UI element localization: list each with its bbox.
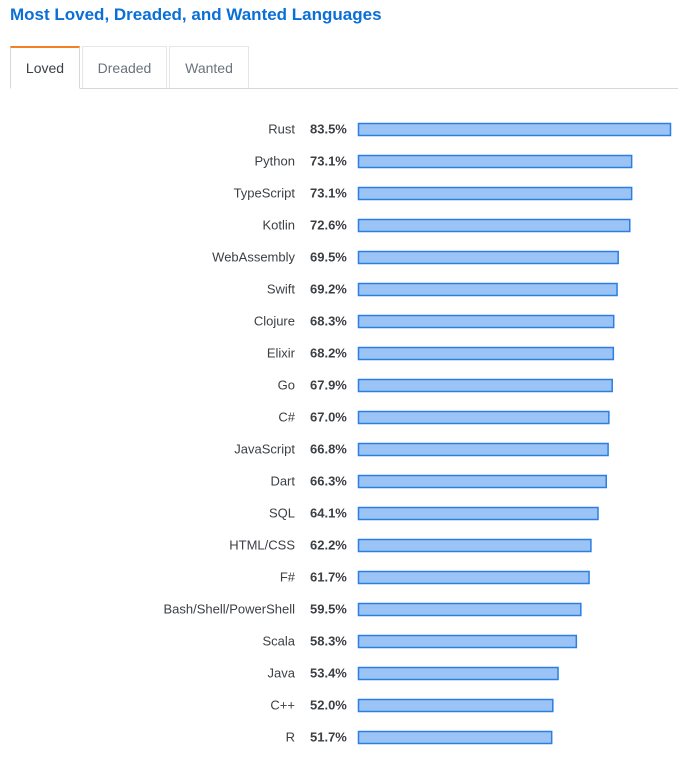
bar-value-label: 66.8% <box>310 442 347 457</box>
bar-label-bash-shell-powershell: Bash/Shell/PowerShell <box>163 602 295 617</box>
bar-value-label: 73.1% <box>310 154 347 169</box>
tab-wanted[interactable]: Wanted <box>169 46 249 88</box>
bar-label-kotlin: Kotlin <box>262 218 295 233</box>
bar-value-label: 67.0% <box>310 410 347 425</box>
bar-label-java: Java <box>268 666 296 681</box>
bar-label-c: C# <box>278 410 295 425</box>
bar <box>357 410 610 425</box>
tab-bar: Loved Dreaded Wanted <box>10 46 678 89</box>
bar-value-label: 73.1% <box>310 186 347 201</box>
bar-label-scala: Scala <box>262 634 295 649</box>
bar <box>357 666 559 681</box>
bar-value-label: 68.2% <box>310 346 347 361</box>
bar-label-webassembly: WebAssembly <box>212 250 295 265</box>
bar <box>357 634 578 649</box>
bar-label-dart: Dart <box>270 474 295 489</box>
bar-label-html-css: HTML/CSS <box>229 538 295 553</box>
bar <box>357 154 633 169</box>
bar-value-label: 66.3% <box>310 474 347 489</box>
bar-value-label: 52.0% <box>310 698 347 713</box>
bar-label-typescript: TypeScript <box>234 186 296 201</box>
bar <box>357 218 631 233</box>
bar <box>357 602 582 617</box>
bar-label-r: R <box>286 730 295 745</box>
bar <box>357 698 554 713</box>
bar-value-label: 61.7% <box>310 570 347 585</box>
bar-value-label: 59.5% <box>310 602 347 617</box>
bar <box>357 474 607 489</box>
bar <box>357 570 590 585</box>
bar-value-label: 72.6% <box>310 218 347 233</box>
bar-value-label: 69.5% <box>310 250 347 265</box>
bar-label-javascript: JavaScript <box>234 442 295 457</box>
bar <box>357 730 553 745</box>
page-title: Most Loved, Dreaded, and Wanted Language… <box>10 5 382 24</box>
bar-label-python: Python <box>255 154 295 169</box>
bar <box>357 538 592 553</box>
bar-label-swift: Swift <box>267 282 296 297</box>
bar-label-elixir: Elixir <box>267 346 296 361</box>
bar-value-label: 53.4% <box>310 666 347 681</box>
bar-value-label: 51.7% <box>310 730 347 745</box>
bar-value-label: 67.9% <box>310 378 347 393</box>
bar-label-rust: Rust <box>268 122 295 137</box>
bar-label-c: C++ <box>270 698 295 713</box>
tab-dreaded[interactable]: Dreaded <box>82 46 167 88</box>
bar <box>357 250 619 265</box>
bar-label-f: F# <box>280 570 296 585</box>
bar-value-label: 58.3% <box>310 634 347 649</box>
tab-loved[interactable]: Loved <box>10 46 80 89</box>
bar <box>357 186 633 201</box>
bar-value-label: 62.2% <box>310 538 347 553</box>
bar-label-go: Go <box>278 378 295 393</box>
bar-value-label: 69.2% <box>310 282 347 297</box>
bar <box>357 122 672 137</box>
bar <box>357 506 599 521</box>
bar-label-clojure: Clojure <box>254 314 295 329</box>
bar-value-label: 68.3% <box>310 314 347 329</box>
bar-label-sql: SQL <box>269 506 295 521</box>
bar <box>357 346 615 361</box>
bar <box>357 442 609 457</box>
bar <box>357 282 618 297</box>
bar-value-label: 64.1% <box>310 506 347 521</box>
bar <box>357 314 615 329</box>
bar-value-label: 83.5% <box>310 122 347 137</box>
bar <box>357 378 613 393</box>
